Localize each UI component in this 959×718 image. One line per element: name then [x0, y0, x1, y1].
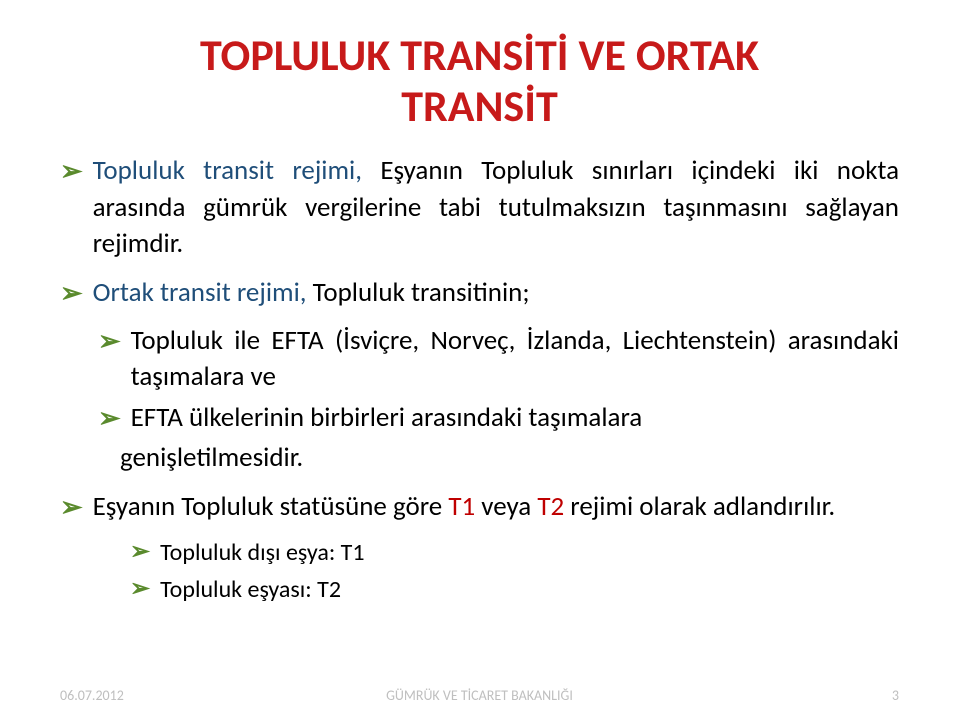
title-line-1: TOPLULUK TRANSİTİ VE ORTAK: [60, 30, 899, 81]
bullet-level-3: ➢ Topluluk dışı eşya: T1: [130, 537, 899, 569]
bullet-arrow-icon: ➢: [130, 574, 150, 603]
bullet-level-1: ➢ Topluluk transit rejimi, Eşyanın Toplul…: [60, 153, 899, 262]
bullet-arrow-icon: ➢: [60, 277, 83, 310]
slide-title: TOPLULUK TRANSİTİ VE ORTAK TRANSİT: [60, 30, 899, 131]
bullet-text: Topluluk eşyası: T2: [160, 574, 899, 606]
bullet-text: EFTA ülkelerinin birbirleri arasındaki t…: [131, 400, 899, 436]
bullet-level-3: ➢ Topluluk eşyası: T2: [130, 574, 899, 606]
bullet-arrow-icon: ➢: [98, 402, 121, 435]
bullet-text: Eşyanın Topluluk statüsüne göre T1 veya …: [93, 489, 899, 525]
bullet-level-2: ➢ EFTA ülkelerinin birbirleri arasındaki …: [98, 400, 899, 436]
bullet-text: Topluluk transit rejimi, Eşyanın Toplulu…: [93, 153, 899, 262]
bullet-text: Ortak transit rejimi, Topluluk transitin…: [93, 275, 899, 311]
title-line-2: TRANSİT: [60, 81, 899, 132]
bullet-arrow-icon: ➢: [60, 155, 83, 188]
bullet-level-1: ➢ Eşyanın Topluluk statüsüne göre T1 veya…: [60, 489, 899, 525]
footer-org: GÜMRÜK VE TİCARET BAKANLIĞI: [0, 687, 959, 704]
bullet-continuation: genişletilmesidir.: [120, 440, 899, 476]
bullet-arrow-icon: ➢: [60, 491, 83, 524]
bullet-arrow-icon: ➢: [130, 537, 150, 566]
bullet-text: Topluluk dışı eşya: T1: [160, 537, 899, 569]
bullet-text: Topluluk ile EFTA (İsviçre, Norveç, İzla…: [131, 323, 899, 396]
slide-footer: 06.07.2012 GÜMRÜK VE TİCARET BAKANLIĞI 3: [0, 687, 959, 704]
bullet-level-2: ➢ Topluluk ile EFTA (İsviçre, Norveç, İzl…: [98, 323, 899, 396]
bullet-list: ➢ Topluluk transit rejimi, Eşyanın Toplul…: [60, 153, 899, 606]
bullet-level-1: ➢ Ortak transit rejimi, Topluluk transiti…: [60, 275, 899, 311]
bullet-arrow-icon: ➢: [98, 325, 121, 358]
